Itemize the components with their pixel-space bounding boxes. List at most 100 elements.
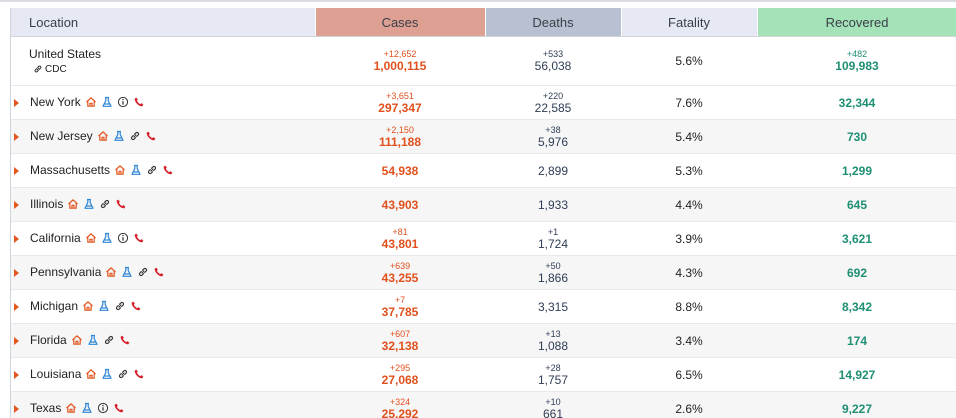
flask-icon[interactable]	[101, 232, 113, 244]
state-row[interactable]: Louisiana +295 27,068 +28 1,757 6.5% 14,927	[11, 357, 956, 392]
state-row[interactable]: California +81 43,801 +1 1,724 3.9% 3,621	[11, 221, 956, 256]
state-name: California	[30, 231, 81, 246]
phone-icon[interactable]	[133, 368, 145, 380]
cases-delta: +3,651	[386, 90, 414, 101]
fatality-rate: 5.4%	[675, 129, 703, 144]
location-cell: Texas	[11, 391, 315, 418]
column-header-location[interactable]: Location	[11, 8, 316, 37]
expand-arrow-icon[interactable]	[14, 234, 19, 243]
expand-arrow-icon[interactable]	[14, 404, 19, 413]
fatality-cell: 5.3%	[621, 153, 757, 188]
link-icon[interactable]	[137, 266, 149, 278]
flask-icon[interactable]	[121, 266, 133, 278]
cases-cell: 54,938	[315, 153, 485, 188]
phone-icon[interactable]	[119, 334, 131, 346]
state-name: Massachusetts	[30, 163, 111, 178]
state-row[interactable]: Massachusetts 54,938 2,899 5.3% 1,299	[11, 153, 956, 188]
fatality-rate: 4.3%	[675, 265, 703, 280]
deaths-cell: +10 661	[485, 391, 621, 418]
home-icon[interactable]	[85, 368, 97, 380]
phone-icon[interactable]	[133, 96, 145, 108]
home-icon[interactable]	[67, 198, 79, 210]
location-cell: California	[11, 221, 315, 256]
cases-delta: +2,150	[386, 124, 414, 135]
phone-icon[interactable]	[153, 266, 165, 278]
column-header-cases[interactable]: Cases	[315, 8, 486, 37]
home-icon[interactable]	[105, 266, 117, 278]
state-row[interactable]: New York +3,651 297,347 +220 22,585 7.6% 32,34…	[11, 85, 956, 120]
deaths-delta: +28	[545, 362, 561, 373]
cases-delta: +7	[394, 294, 406, 305]
home-icon[interactable]	[97, 130, 109, 142]
phone-icon[interactable]	[162, 164, 174, 176]
fatality-cell: 3.9%	[621, 221, 757, 256]
phone-icon[interactable]	[115, 198, 127, 210]
info-icon[interactable]	[117, 96, 129, 108]
column-header-fatality[interactable]: Fatality	[621, 8, 758, 37]
flask-icon[interactable]	[101, 96, 113, 108]
link-icon[interactable]	[99, 198, 111, 210]
state-name: New Jersey	[30, 129, 93, 144]
table-header: Location Cases Deaths Fatality Recovered	[11, 8, 956, 37]
deaths-delta: +1	[547, 226, 559, 237]
cases-delta: +81	[392, 226, 408, 237]
cases-delta: +295	[389, 362, 411, 373]
state-row[interactable]: Illinois 43,903 1,933 4.4% 645	[11, 187, 956, 222]
fatality-rate: 5.6%	[675, 54, 703, 68]
expand-arrow-icon[interactable]	[14, 98, 19, 107]
expand-arrow-icon[interactable]	[14, 268, 19, 277]
location-cell: United States CDC	[11, 36, 315, 86]
flask-icon[interactable]	[130, 164, 142, 176]
phone-icon[interactable]	[130, 300, 142, 312]
link-icon[interactable]	[146, 164, 158, 176]
flask-icon[interactable]	[101, 368, 113, 380]
phone-icon[interactable]	[145, 130, 157, 142]
flask-icon[interactable]	[113, 130, 125, 142]
deaths-cell: +38 5,976	[485, 119, 621, 154]
info-icon[interactable]	[97, 402, 109, 414]
flask-icon[interactable]	[98, 300, 110, 312]
fatality-cell: 4.3%	[621, 255, 757, 290]
recovered-total: 3,621	[841, 231, 873, 246]
expand-arrow-icon[interactable]	[14, 166, 19, 175]
phone-icon[interactable]	[113, 402, 125, 414]
expand-arrow-icon[interactable]	[14, 370, 19, 379]
state-row[interactable]: Texas +324 25,292 +10 661 2.6% 9,227	[11, 391, 956, 418]
state-name: Michigan	[30, 299, 79, 314]
column-header-deaths[interactable]: Deaths	[485, 8, 622, 37]
home-icon[interactable]	[85, 232, 97, 244]
home-icon[interactable]	[71, 334, 83, 346]
state-name: Texas	[30, 401, 62, 416]
deaths-cell: +220 22,585	[485, 85, 621, 120]
link-icon[interactable]	[117, 368, 129, 380]
home-icon[interactable]	[114, 164, 126, 176]
link-icon[interactable]	[114, 300, 126, 312]
state-row[interactable]: New Jersey +2,150 111,188 +38 5,976 5.4% 730	[11, 119, 956, 154]
expand-arrow-icon[interactable]	[14, 336, 19, 345]
phone-icon[interactable]	[133, 232, 145, 244]
info-icon[interactable]	[117, 232, 129, 244]
state-row[interactable]: Florida +607 32,138 +13 1,088 3.4% 174	[11, 323, 956, 358]
flask-icon[interactable]	[81, 402, 93, 414]
expand-arrow-icon[interactable]	[14, 200, 19, 209]
flask-icon[interactable]	[87, 334, 99, 346]
expand-arrow-icon[interactable]	[14, 302, 19, 311]
fatality-rate: 6.5%	[675, 367, 703, 382]
fatality-cell: 5.4%	[621, 119, 757, 154]
link-icon[interactable]	[129, 130, 141, 142]
flask-icon[interactable]	[83, 198, 95, 210]
country-row: United States CDC +12,652 1,000,115 +533…	[11, 36, 956, 86]
state-row[interactable]: Michigan +7 37,785 3,315 8.8% 8,342	[11, 289, 956, 324]
deaths-cell: +50 1,866	[485, 255, 621, 290]
cases-total: 32,138	[381, 338, 419, 353]
expand-arrow-icon[interactable]	[14, 132, 19, 141]
state-row[interactable]: Pennsylvania +639 43,255 +50 1,866 4.3% 692	[11, 255, 956, 290]
cases-total: 1,000,115	[373, 59, 427, 73]
column-header-recovered[interactable]: Recovered	[757, 8, 956, 37]
cdc-source-link[interactable]: CDC	[11, 64, 315, 75]
link-icon[interactable]	[103, 334, 115, 346]
home-icon[interactable]	[85, 96, 97, 108]
home-icon[interactable]	[65, 402, 77, 414]
location-cell: Louisiana	[11, 357, 315, 392]
home-icon[interactable]	[82, 300, 94, 312]
